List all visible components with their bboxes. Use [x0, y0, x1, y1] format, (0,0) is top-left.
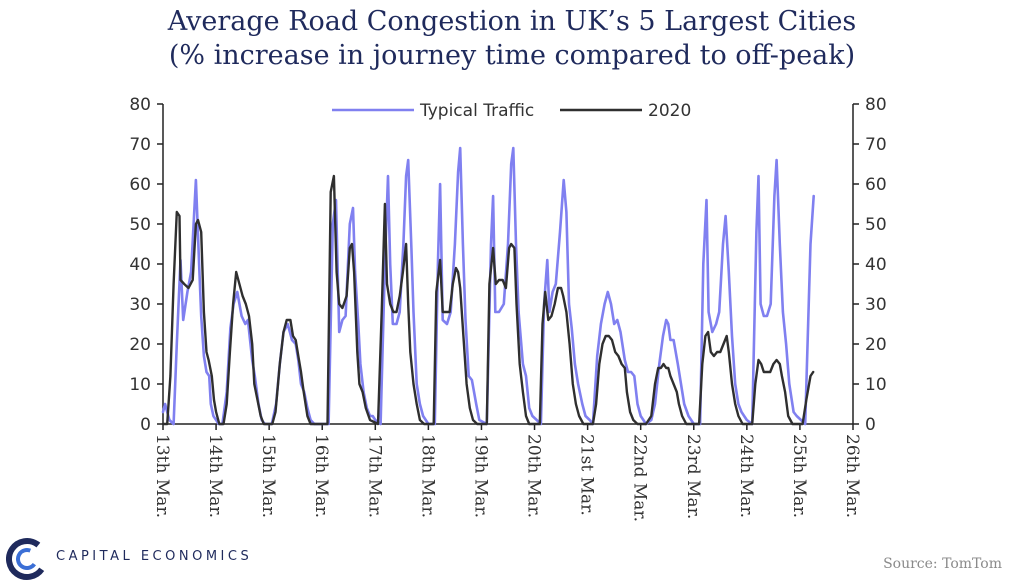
y-tick-label-right: 80 [865, 95, 887, 115]
y-tick-label-left: 50 [129, 215, 151, 235]
x-tick-label: 15th Mar. [258, 434, 278, 518]
y-tick-label-right: 40 [865, 255, 887, 275]
x-tick-label: 26th Mar. [842, 434, 862, 518]
x-tick-label: 16th Mar. [311, 434, 331, 518]
y-tick-label-left: 60 [129, 175, 151, 195]
y-tick-label-left: 80 [129, 95, 151, 115]
y-tick-label-left: 70 [129, 135, 151, 155]
x-tick-label: 23rd Mar. [683, 434, 703, 519]
chart-title: Average Road Congestion in UK’s 5 Larges… [167, 6, 857, 37]
capital-economics-logo: CAPITAL ECONOMICS [6, 537, 249, 581]
chart-title-block: Average Road Congestion in UK’s 5 Larges… [0, 0, 1024, 73]
legend-label: Typical Traffic [419, 101, 534, 121]
x-tick-label: 21st Mar. [577, 434, 597, 516]
legend-label: 2020 [648, 101, 691, 121]
x-tick-label: 19th Mar. [470, 434, 490, 518]
y-tick-label-right: 20 [865, 335, 887, 355]
y-tick-label-right: 60 [865, 175, 887, 195]
y-tick-label-right: 50 [865, 215, 887, 235]
x-tick-label: 20th Mar. [524, 434, 544, 518]
y-tick-label-right: 0 [865, 415, 876, 435]
capital-economics-logo-icon [6, 538, 48, 580]
x-tick-label: 24th Mar. [736, 434, 756, 518]
chart-legend: Typical Traffic 2020 [332, 101, 691, 121]
y-tick-label-right: 10 [865, 375, 887, 395]
x-tick-label: 14th Mar. [205, 434, 225, 518]
series-line-2020 [161, 174, 815, 426]
y-tick-label-left: 20 [129, 335, 151, 355]
x-tick-label: 17th Mar. [364, 434, 384, 518]
y-tick-label-left: 30 [129, 295, 151, 315]
y-tick-label-left: 40 [129, 255, 151, 275]
y-tick-label-right: 70 [865, 135, 887, 155]
x-tick-label: 22nd Mar. [630, 434, 650, 522]
chart-subtitle: (% increase in journey time compared to … [168, 40, 856, 71]
y-tick-label-left: 10 [129, 375, 151, 395]
y-tick-label-left: 0 [140, 415, 151, 435]
x-tick-label: 18th Mar. [417, 434, 437, 518]
x-tick-label: 13th Mar. [152, 434, 172, 518]
y-tick-label-right: 30 [865, 295, 887, 315]
logo-wordmark: CAPITAL ECONOMICS [56, 549, 253, 564]
x-tick-label: 25th Mar. [789, 434, 809, 518]
source-note: Source: TomTom [883, 556, 1002, 572]
chart-series [161, 146, 815, 426]
